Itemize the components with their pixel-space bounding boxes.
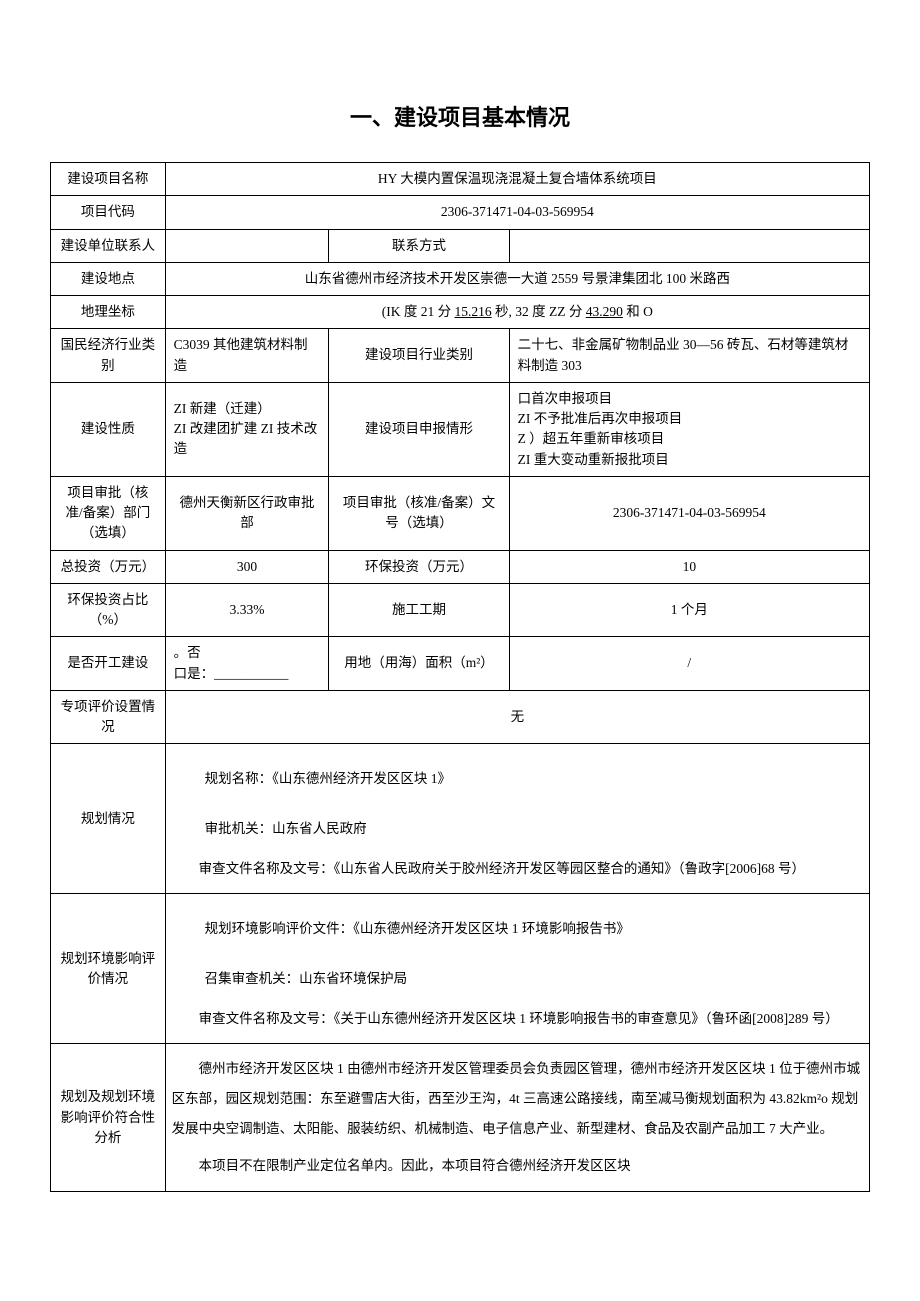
value-period: 1 个月 — [509, 583, 869, 637]
label-apply-type: 建设项目申报情形 — [329, 382, 509, 476]
label-approval-dept: 项目审批（核准/备案）部门（选填） — [51, 476, 166, 550]
value-total-invest: 300 — [165, 550, 329, 583]
value-contact-method — [509, 229, 869, 262]
label-industry-cat: 国民经济行业类别 — [51, 329, 166, 383]
label-planning: 规划情况 — [51, 744, 166, 894]
value-special: 无 — [165, 690, 869, 744]
value-land-area: / — [509, 637, 869, 691]
coord-text: (IK 度 21 分 15.216 秒, 32 度 ZZ 分 43.290 和 … — [382, 304, 653, 319]
conformity-line-1: 本项目不在限制产业定位名单内。因此，本项目符合德州经济开发区区块 — [172, 1151, 863, 1181]
value-apply-type: 口首次申报项目 ZI 不予批准后再次申报项目 Z ）超五年重新审核项目 ZI 重… — [509, 382, 869, 476]
value-project-code: 2306-371471-04-03-569954 — [165, 196, 869, 229]
value-build-nature: ZI 新建（迁建） ZI 改建团扩建 ZI 技术改造 — [165, 382, 329, 476]
planenv-line-2: 审查文件名称及文号：《关于山东德州经济开发区区块 1 环境影响报告书的审查意见》… — [172, 1004, 863, 1034]
value-coords: (IK 度 21 分 15.216 秒, 32 度 ZZ 分 43.290 和 … — [165, 296, 869, 329]
value-industry-cat: C3039 其他建筑材料制造 — [165, 329, 329, 383]
value-contact-person — [165, 229, 329, 262]
label-project-code: 项目代码 — [51, 196, 166, 229]
planning-line-2: 审查文件名称及文号：《山东省人民政府关于胶州经济开发区等园区整合的通知》（鲁政字… — [172, 854, 863, 884]
label-location: 建设地点 — [51, 262, 166, 295]
label-env-ratio: 环保投资占比（%） — [51, 583, 166, 637]
planning-line-1: 审批机关：山东省人民政府 — [172, 804, 863, 854]
label-contact-person: 建设单位联系人 — [51, 229, 166, 262]
label-special: 专项评价设置情况 — [51, 690, 166, 744]
label-contact-method: 联系方式 — [329, 229, 509, 262]
project-info-table: 建设项目名称 HY 大模内置保温现浇混凝土复合墙体系统项目 项目代码 2306-… — [50, 162, 870, 1192]
value-planning: 规划名称：《山东德州经济开发区区块 1》 审批机关：山东省人民政府 审查文件名称… — [165, 744, 869, 894]
value-proj-industry: 二十七、非金属矿物制品业 30—56 砖瓦、石材等建筑材料制造 303 — [509, 329, 869, 383]
value-env-invest: 10 — [509, 550, 869, 583]
value-approval-doc: 2306-371471-04-03-569954 — [509, 476, 869, 550]
label-proj-industry: 建设项目行业类别 — [329, 329, 509, 383]
label-build-nature: 建设性质 — [51, 382, 166, 476]
value-location: 山东省德州市经济技术开发区崇德一大道 2559 号景津集团北 100 米路西 — [165, 262, 869, 295]
value-started: 。否 口是：___________ — [165, 637, 329, 691]
planning-line-0: 规划名称：《山东德州经济开发区区块 1》 — [172, 754, 863, 804]
value-project-name: HY 大模内置保温现浇混凝土复合墙体系统项目 — [165, 163, 869, 196]
label-coords: 地理坐标 — [51, 296, 166, 329]
planenv-line-1: 召集审查机关：山东省环境保护局 — [172, 954, 863, 1004]
conformity-line-0: 德州市经济开发区区块 1 由德州市经济开发区管理委员会负责园区管理，德州市经济开… — [172, 1054, 863, 1143]
label-plan-env: 规划环境影响评价情况 — [51, 894, 166, 1044]
label-land-area: 用地（用海）面积（m²） — [329, 637, 509, 691]
value-env-ratio: 3.33% — [165, 583, 329, 637]
label-started: 是否开工建设 — [51, 637, 166, 691]
value-conformity: 德州市经济开发区区块 1 由德州市经济开发区管理委员会负责园区管理，德州市经济开… — [165, 1044, 869, 1192]
value-plan-env: 规划环境影响评价文件：《山东德州经济开发区区块 1 环境影响报告书》 召集审查机… — [165, 894, 869, 1044]
label-period: 施工工期 — [329, 583, 509, 637]
label-project-name: 建设项目名称 — [51, 163, 166, 196]
label-conformity: 规划及规划环境影响评价符合性分析 — [51, 1044, 166, 1192]
value-approval-dept: 德州天衡新区行政审批部 — [165, 476, 329, 550]
label-env-invest: 环保投资（万元） — [329, 550, 509, 583]
label-approval-doc: 项目审批（核准/备案）文号（选填） — [329, 476, 509, 550]
page-title: 一、建设项目基本情况 — [50, 100, 870, 132]
label-total-invest: 总投资（万元） — [51, 550, 166, 583]
planenv-line-0: 规划环境影响评价文件：《山东德州经济开发区区块 1 环境影响报告书》 — [172, 904, 863, 954]
